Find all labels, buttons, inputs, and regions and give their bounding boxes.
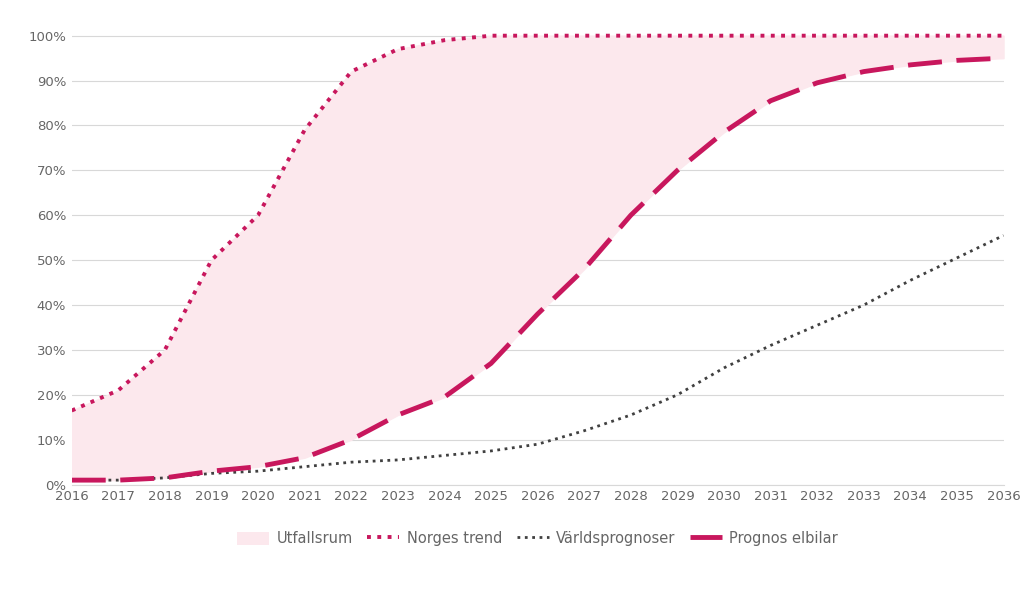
Legend: Utfallsrum, Norges trend, Världsprognoser, Prognos elbilar: Utfallsrum, Norges trend, Världsprognose…	[231, 525, 844, 552]
